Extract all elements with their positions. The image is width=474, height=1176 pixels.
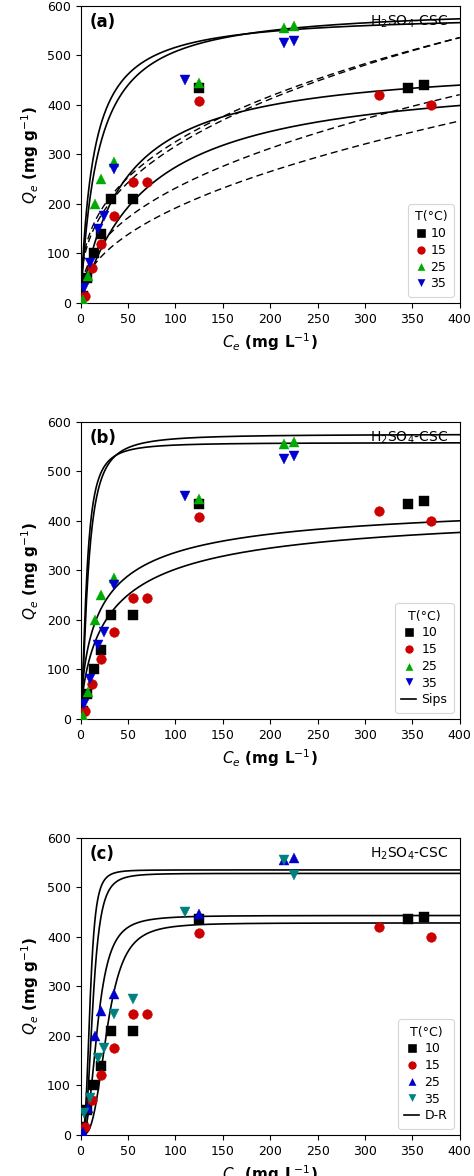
- X-axis label: $C_e$ (mg L$^{-1}$): $C_e$ (mg L$^{-1}$): [222, 332, 318, 353]
- X-axis label: $C_e$ (mg L$^{-1}$): $C_e$ (mg L$^{-1}$): [222, 1163, 318, 1176]
- X-axis label: $C_e$ (mg L$^{-1}$): $C_e$ (mg L$^{-1}$): [222, 747, 318, 769]
- Text: H$_2$SO$_4$-CSC: H$_2$SO$_4$-CSC: [370, 429, 448, 446]
- Y-axis label: $Q_e$ (mg g$^{-1}$): $Q_e$ (mg g$^{-1}$): [19, 521, 41, 620]
- Text: (a): (a): [90, 13, 116, 32]
- Text: (b): (b): [90, 429, 117, 447]
- Y-axis label: $Q_e$ (mg g$^{-1}$): $Q_e$ (mg g$^{-1}$): [19, 937, 41, 1035]
- Y-axis label: $Q_e$ (mg g$^{-1}$): $Q_e$ (mg g$^{-1}$): [19, 106, 41, 203]
- Text: H$_2$SO$_4$-CSC: H$_2$SO$_4$-CSC: [370, 13, 448, 29]
- Legend: 10, 15, 25, 35, Sips: 10, 15, 25, 35, Sips: [395, 603, 454, 713]
- Text: (c): (c): [90, 846, 115, 863]
- Text: H$_2$SO$_4$-CSC: H$_2$SO$_4$-CSC: [370, 846, 448, 862]
- Legend: 10, 15, 25, 35, D-R: 10, 15, 25, 35, D-R: [398, 1020, 454, 1129]
- Legend: 10, 15, 25, 35: 10, 15, 25, 35: [409, 205, 454, 296]
